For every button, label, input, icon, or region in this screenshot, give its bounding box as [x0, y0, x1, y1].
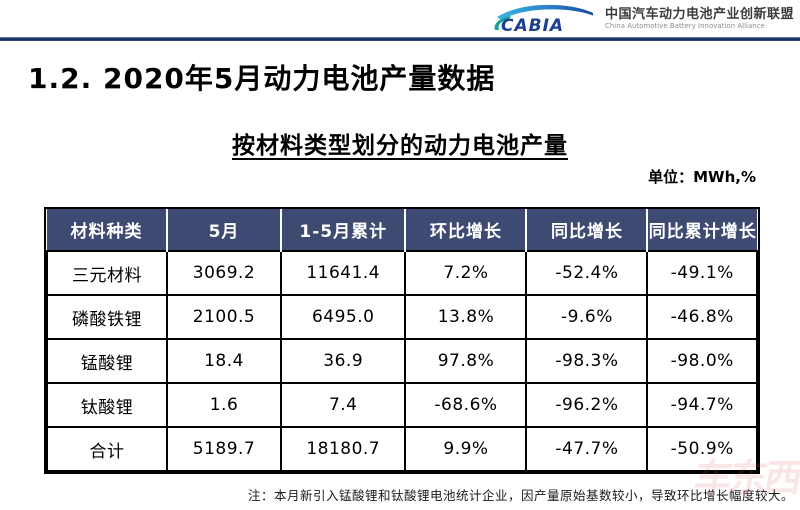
- value-cell: -98.3%: [525, 338, 649, 384]
- value-cell: 7.2%: [404, 250, 528, 296]
- unit-label: 单位：MWh,%: [648, 168, 756, 186]
- column-header-3: 环比增长: [404, 209, 527, 251]
- footnote: 注：本月新引入锰酸锂和钛酸锂电池统计企业，因产量原始基数较小，导致环比增长幅度较…: [247, 488, 794, 503]
- divider-line: [0, 37, 800, 41]
- value-cell: 3069.2: [166, 250, 282, 296]
- value-cell: 18.4: [166, 338, 282, 384]
- table-row: 磷酸铁锂 2100.5 6495.0 13.8% -9.6% -46.8%: [46, 294, 758, 340]
- column-header-0: 材料种类: [47, 209, 167, 251]
- value-cell: 1.6: [166, 382, 282, 428]
- org-names: 中国汽车动力电池产业创新联盟 China Automotive Battery …: [604, 6, 794, 31]
- value-cell: 11641.4: [279, 250, 407, 296]
- cabia-logo-text: CABIA: [501, 16, 564, 35]
- material-name-cell: 锰酸锂: [46, 338, 168, 384]
- header-banner: CABIA 中国汽车动力电池产业创新联盟 China Automotive Ba…: [489, 3, 794, 35]
- value-cell: 2100.5: [166, 294, 282, 340]
- value-cell: 36.9: [279, 338, 407, 384]
- page-title: 1.2. 2020年5月动力电池产量数据: [28, 62, 496, 95]
- table-body: 三元材料 3069.2 11641.4 7.2% -52.4% -49.1% 磷酸铁锂 210…: [46, 250, 758, 472]
- data-table: 材料种类 5月 1-5月累计 环比增长 同比增长 同比累计增长 三元材料 3069.2 116…: [44, 207, 760, 474]
- value-cell: -50.9%: [646, 426, 758, 472]
- material-name-cell: 钛酸锂: [46, 382, 168, 428]
- battery-production-table: 材料种类 5月 1-5月累计 环比增长 同比增长 同比累计增长 三元材料 3069.2 116…: [46, 209, 758, 472]
- value-cell: 13.8%: [404, 294, 528, 340]
- material-name-cell: 三元材料: [46, 250, 168, 296]
- value-cell: -47.7%: [525, 426, 649, 472]
- table-header-row: 材料种类 5月 1-5月累计 环比增长 同比增长 同比累计增长: [47, 209, 757, 251]
- table-title: 按材料类型划分的动力电池产量: [232, 133, 568, 159]
- column-header-4: 同比增长: [525, 209, 648, 251]
- org-name-en: China Automotive Battery Innovation Alli…: [604, 22, 765, 31]
- value-cell: -68.6%: [404, 382, 528, 428]
- table-row: 钛酸锂 1.6 7.4 -68.6% -96.2% -94.7%: [46, 382, 758, 428]
- value-cell: 97.8%: [404, 338, 528, 384]
- value-cell: 7.4: [279, 382, 407, 428]
- column-header-2: 1-5月累计: [279, 209, 406, 251]
- value-cell: -52.4%: [525, 250, 649, 296]
- table-row: 合计 5189.7 18180.7 9.9% -47.7% -50.9%: [46, 426, 758, 472]
- value-cell: -46.8%: [646, 294, 758, 340]
- value-cell: -94.7%: [646, 382, 758, 428]
- column-header-1: 5月: [166, 209, 281, 251]
- value-cell: -49.1%: [646, 250, 758, 296]
- value-cell: -9.6%: [525, 294, 649, 340]
- value-cell: -98.0%: [646, 338, 758, 384]
- value-cell: 18180.7: [279, 426, 407, 472]
- value-cell: 9.9%: [404, 426, 528, 472]
- column-header-5: 同比累计增长: [646, 209, 757, 251]
- table-row: 锰酸锂 18.4 36.9 97.8% -98.3% -98.0%: [46, 338, 758, 384]
- value-cell: 5189.7: [166, 426, 282, 472]
- value-cell: 6495.0: [279, 294, 407, 340]
- org-name-cn: 中国汽车动力电池产业创新联盟: [604, 6, 794, 22]
- material-name-cell: 磷酸铁锂: [46, 294, 168, 340]
- value-cell: -96.2%: [525, 382, 649, 428]
- table-row: 三元材料 3069.2 11641.4 7.2% -52.4% -49.1%: [46, 250, 758, 296]
- cabia-logo-icon: CABIA: [494, 4, 593, 35]
- material-name-cell: 合计: [46, 426, 168, 472]
